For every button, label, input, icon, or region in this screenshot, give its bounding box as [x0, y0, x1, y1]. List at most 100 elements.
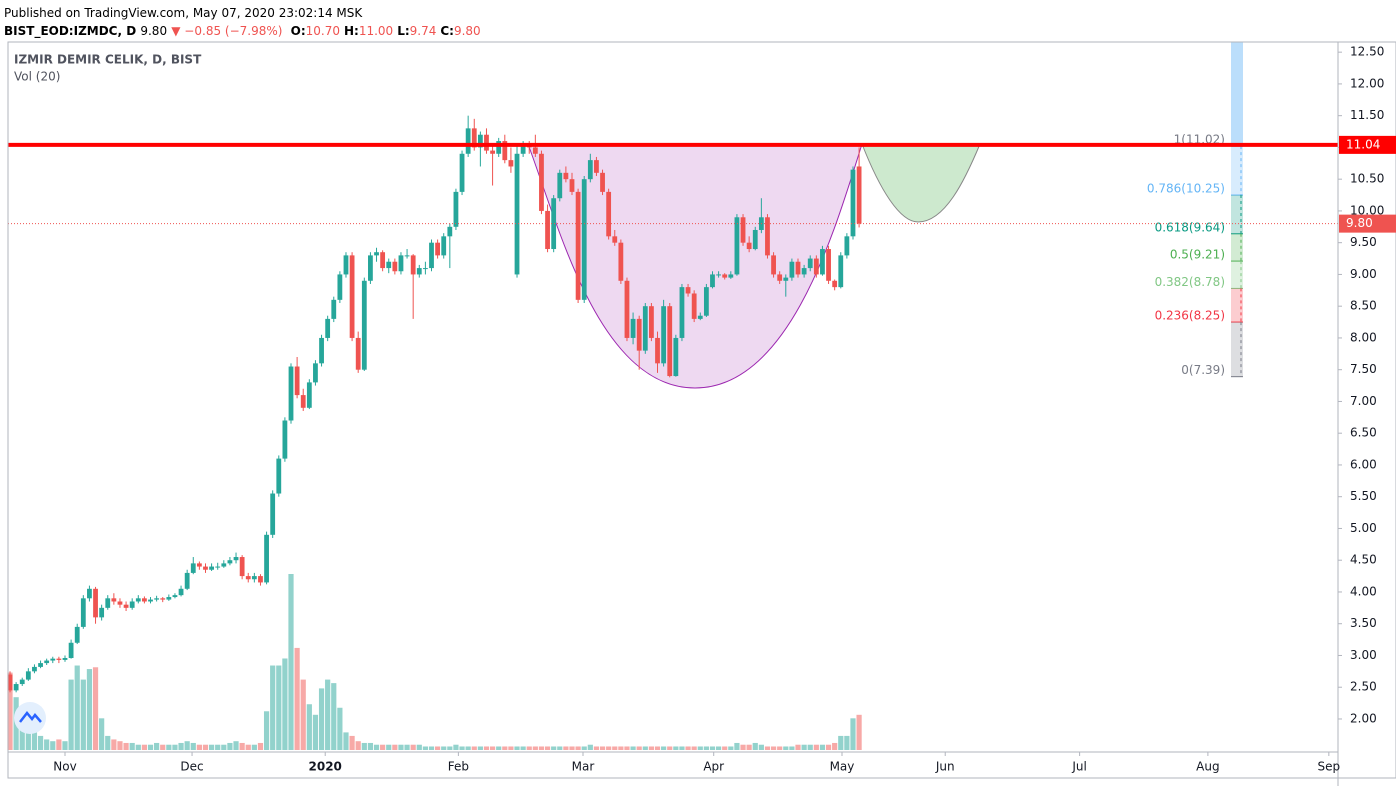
candle-body [148, 599, 153, 602]
volume-bar [496, 746, 502, 750]
candle-body [380, 252, 386, 269]
volume-bar [532, 746, 538, 750]
y-tick-label: 12.50 [1350, 45, 1384, 59]
volume-bar [551, 746, 557, 750]
candle-body [789, 261, 795, 278]
volume-bar [477, 746, 483, 750]
volume-bar [129, 742, 135, 750]
candle-body [160, 598, 166, 600]
volume-bar [563, 746, 569, 750]
volume-bar [673, 746, 679, 750]
candle-body [251, 576, 257, 580]
volume-bar [233, 741, 239, 750]
candle-body [740, 217, 746, 243]
candle-body [813, 258, 819, 275]
field-value: 11.00 [358, 24, 394, 38]
volume-bar [172, 744, 178, 750]
y-tick-label: 10.00 [1350, 203, 1384, 217]
volume-bar [99, 718, 105, 750]
volume-bar [740, 744, 746, 750]
volume-bar [819, 744, 826, 750]
x-tick-label: Apr [703, 760, 724, 774]
volume-bar [850, 718, 856, 750]
candle-body [716, 274, 721, 276]
y-tick-label: 11.50 [1350, 108, 1384, 122]
pane-title: IZMIR DEMIR CELIK, D, BIST [14, 53, 202, 67]
candle-body [508, 160, 514, 167]
volume-bar [355, 741, 361, 750]
field-key: C: [440, 24, 454, 38]
candle-body [319, 337, 324, 364]
volume-bar [856, 714, 862, 750]
volume-bar [428, 746, 435, 750]
candle-body [190, 563, 196, 573]
volume-bar [728, 746, 734, 750]
volume-bar [135, 744, 141, 750]
candle-body [87, 588, 92, 599]
candle-body [404, 255, 410, 257]
candle-body [465, 128, 471, 154]
field-value: 9.80 [453, 24, 481, 38]
price-axis-bg [1338, 40, 1396, 786]
volume-bar [74, 665, 80, 750]
candle-body [429, 242, 434, 269]
volume-bar [373, 744, 380, 750]
volume-bar [459, 746, 465, 750]
candle-body [441, 236, 447, 256]
candle-body [636, 318, 642, 351]
volume-bar [758, 744, 764, 750]
candle-body [117, 601, 123, 605]
volume-bar [325, 679, 331, 750]
y-tick-label: 9.50 [1350, 235, 1377, 249]
volume-bar [306, 704, 312, 750]
volume-bar [202, 744, 209, 750]
x-tick-label: May [830, 760, 855, 774]
candle-body [196, 563, 202, 567]
candle-body [685, 287, 691, 294]
volume-bar [453, 744, 459, 750]
hline-label: 11.04 [1346, 137, 1380, 151]
volume-bar [538, 746, 545, 750]
candle-body [258, 576, 263, 583]
volume-bar [667, 746, 673, 750]
volume-bar [215, 744, 221, 750]
volume-bar [68, 679, 74, 750]
volume-bar [789, 746, 795, 750]
volume-bar [722, 746, 728, 750]
volume-bar [367, 742, 374, 750]
candle-body [135, 598, 141, 602]
volume-bar [593, 746, 600, 750]
ohlc-fields: O:10.70 H:11.00 L:9.74 C:9.80 [287, 24, 481, 38]
x-tick-label: Aug [1196, 760, 1219, 774]
candle-body [50, 658, 56, 661]
candle-body [820, 249, 825, 275]
volume-bar [245, 744, 251, 750]
volume-bar [624, 746, 630, 750]
volume-bar [184, 741, 190, 750]
candle-body [44, 660, 50, 664]
candle-body [221, 563, 227, 567]
candle-body [129, 601, 135, 608]
volume-bar [502, 746, 508, 750]
x-tick-label: Dec [180, 760, 203, 774]
candle-body [826, 249, 831, 281]
fib-label: 0.236(8.25) [1155, 309, 1225, 323]
volume-bar [337, 707, 343, 750]
candle-body [832, 280, 838, 288]
volume-bar [31, 732, 38, 750]
volume-bar [465, 746, 471, 750]
volume-bar [435, 746, 441, 750]
volume-bar [587, 744, 593, 750]
volume-bar [612, 746, 618, 750]
candle-body [154, 598, 160, 600]
volume-bar [648, 746, 655, 750]
field-key: L: [397, 24, 410, 38]
volume-bar [441, 746, 447, 750]
candle-body [123, 604, 129, 608]
candle-body [679, 287, 685, 338]
volume-bar [422, 746, 428, 750]
y-tick-label: 5.00 [1350, 521, 1377, 535]
x-tick-label: Jun [935, 760, 955, 774]
candle-body [471, 128, 477, 148]
candle-body [166, 597, 172, 600]
